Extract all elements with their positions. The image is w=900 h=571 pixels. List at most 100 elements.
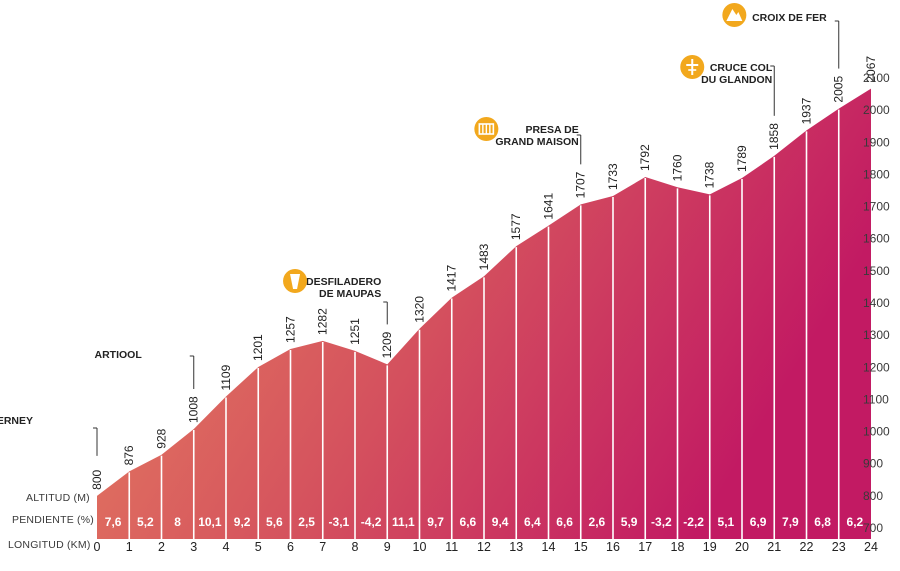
altitude-label: 1733 <box>606 163 620 190</box>
x-tick-label: 17 <box>638 540 652 554</box>
altitude-label: 2067 <box>864 56 878 83</box>
altitude-row-label: ALTITUD (M) <box>26 492 90 504</box>
annotation-label: LE VERNEY <box>0 415 33 427</box>
annotation-label: CRUCE COL <box>710 62 773 74</box>
y-tick-label: 2000 <box>863 103 890 117</box>
altitude-label: 1789 <box>735 145 749 172</box>
gradient-label: 2,5 <box>298 515 315 529</box>
annotation-label: DESFILADERO <box>306 276 381 288</box>
gradient-label: 11,1 <box>392 515 415 529</box>
altitude-label: 1707 <box>574 171 588 198</box>
altitude-label: 1937 <box>800 97 814 124</box>
x-axis-ticks: 0 1 2 3 4 5 6 7 8 9 10 11 12 13 14 15 16 17 18 19 20 21 22 23 24 <box>94 540 878 554</box>
x-tick-label: 8 <box>352 540 359 554</box>
gradient-label: 8 <box>174 515 181 529</box>
x-tick-label: 0 <box>94 540 101 554</box>
altitude-label: 1201 <box>251 334 265 361</box>
x-tick-label: 12 <box>477 540 491 554</box>
y-tick-label: 1100 <box>863 392 889 406</box>
altitude-label: 1008 <box>187 396 201 423</box>
altitude-label: 1738 <box>703 161 717 188</box>
annotation-label: DU GLANDON <box>701 74 772 86</box>
gradient-label: 6,2 <box>847 515 864 529</box>
x-tick-label: 24 <box>864 540 878 554</box>
annotation-label: GRAND MAISON <box>495 136 578 148</box>
gradient-label: 7,6 <box>105 515 122 529</box>
altitude-label: 928 <box>155 428 169 448</box>
x-tick-label: 6 <box>287 540 294 554</box>
altitude-label: 1282 <box>316 308 330 335</box>
x-tick-label: 14 <box>542 540 556 554</box>
altitude-label: 1320 <box>413 296 427 323</box>
altitude-label: 1858 <box>767 123 781 150</box>
altitude-label: 876 <box>122 445 136 465</box>
annotation-label: ARTIOOL <box>95 349 143 361</box>
x-tick-label: 9 <box>384 540 391 554</box>
y-tick-label: 1400 <box>863 296 890 310</box>
gorge-shape <box>290 274 301 289</box>
gradient-label: -2,2 <box>683 515 704 529</box>
altitude-label: 1577 <box>509 213 523 240</box>
x-tick-label: 21 <box>767 540 781 554</box>
gradient-label: 9,4 <box>492 515 509 529</box>
y-tick-label: 1300 <box>863 328 890 342</box>
altitude-label: 1760 <box>671 154 685 181</box>
altitude-label: 1792 <box>638 144 652 171</box>
gradient-label: 9,7 <box>427 515 444 529</box>
gradient-label: 5,2 <box>137 515 154 529</box>
y-tick-label: 1700 <box>863 200 890 214</box>
annotation-label: DE MAUPAS <box>319 288 381 300</box>
x-tick-label: 1 <box>126 540 133 554</box>
gradient-label: 6,4 <box>524 515 541 529</box>
y-tick-label: 1000 <box>863 425 890 439</box>
x-tick-label: 15 <box>574 540 588 554</box>
gradient-label: 9,2 <box>234 515 251 529</box>
y-tick-label: 1900 <box>863 135 890 149</box>
x-tick-label: 19 <box>703 540 717 554</box>
y-tick-label: 1200 <box>863 360 890 374</box>
gradient-label: -4,2 <box>361 515 382 529</box>
x-tick-label: 4 <box>223 540 230 554</box>
altitude-labels: 800 876 928 1008 1109 1201 1257 1282 1251 1209 132… <box>90 56 878 490</box>
gradient-label: 6,8 <box>814 515 831 529</box>
altitude-label: 1483 <box>477 243 491 270</box>
x-tick-label: 23 <box>832 540 846 554</box>
x-tick-label: 20 <box>735 540 749 554</box>
altitude-label: 800 <box>90 470 104 490</box>
y-axis-ticks: 700 800 900 1000 1100 1200 1300 1400 1500 1600 170… <box>863 71 890 535</box>
annotation: ARTIOOL <box>95 349 195 390</box>
gradient-label: 6,6 <box>556 515 573 529</box>
gradient-label: 7,9 <box>782 515 799 529</box>
x-tick-label: 13 <box>509 540 523 554</box>
gradient-label: 5,9 <box>621 515 638 529</box>
altitude-label: 1209 <box>380 331 394 358</box>
x-tick-label: 2 <box>158 540 165 554</box>
altitude-label: 2005 <box>832 76 846 103</box>
x-tick-label: 16 <box>606 540 620 554</box>
y-tick-label: 2100 <box>863 71 890 85</box>
annotation-label: CROIX DE FER <box>752 12 827 24</box>
altitude-label: 1251 <box>348 318 362 345</box>
gradient-label: -3,1 <box>329 515 350 529</box>
gradient-label: -3,2 <box>651 515 672 529</box>
mountain-shape <box>726 9 743 21</box>
x-tick-label: 18 <box>671 540 685 554</box>
annotation: CROIX DE FER <box>722 3 840 69</box>
x-tick-label: 7 <box>319 540 326 554</box>
segment-separators <box>128 109 840 539</box>
gradient-label: 6,9 <box>750 515 767 529</box>
gradient-label: 2,6 <box>589 515 606 529</box>
gradient-row-label: PENDIENTE (%) <box>12 514 94 526</box>
x-tick-label: 3 <box>190 540 197 554</box>
altitude-label: 1417 <box>445 265 459 292</box>
x-tick-label: 5 <box>255 540 262 554</box>
x-tick-label: 22 <box>800 540 814 554</box>
distance-row-label: LONGITUD (KM) <box>8 539 91 551</box>
y-tick-label: 1800 <box>863 167 890 181</box>
gradient-label: 6,6 <box>460 515 477 529</box>
